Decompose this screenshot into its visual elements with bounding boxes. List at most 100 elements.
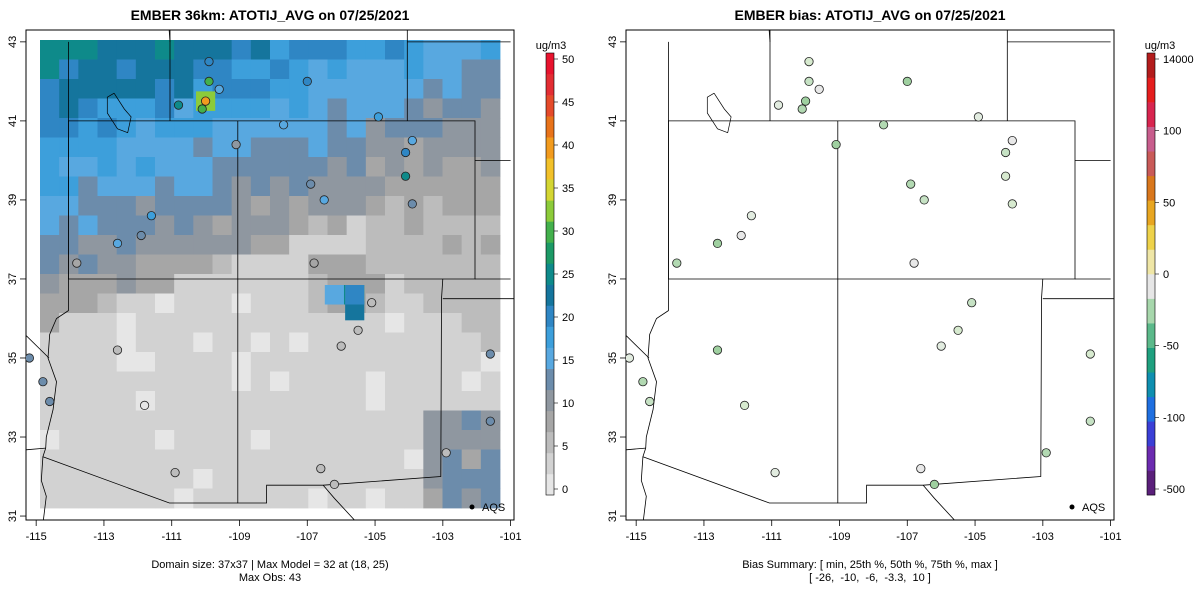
state-borders [26,30,514,520]
grid-cell [346,332,367,353]
grid-cell [155,137,175,158]
grid-cell [461,196,482,216]
grid-cell [116,313,137,333]
grid-cell [174,293,194,314]
grid-cell [270,235,290,255]
grid-cell [270,40,290,60]
grid-cell [212,488,233,509]
grid-cell [231,59,252,80]
grid-cell [78,469,98,489]
grid-cell [59,332,79,353]
colorbar-segment [1147,224,1155,250]
grid-cell [40,430,60,450]
grid-cell [193,410,213,431]
grid-cell [250,430,271,450]
state-border-line [922,484,955,520]
grid-cell [59,235,79,255]
grid-cell [461,488,482,509]
grid-cell [116,59,137,80]
state-borders [626,30,1114,520]
aqs-station-marker [279,120,289,130]
grid-cell [423,157,443,177]
grid-cell [78,137,98,158]
grid-cell [270,391,290,411]
colorbar-tick-label: 100 [1163,126,1181,138]
colorbar-segment [546,431,554,454]
grid-cell [461,293,482,314]
grid-cell [174,176,194,197]
state-border-line [837,120,1076,280]
grid-cell [250,352,271,372]
grid-cell [270,176,290,197]
grid-cell [97,352,118,372]
grid-cell [97,449,118,470]
grid-cell [59,293,79,314]
grid-cell [442,352,463,372]
grid-cell [250,59,271,80]
grid-cell [461,391,482,411]
grid-cell [59,196,79,216]
grid-cell [346,137,367,158]
grid-cell [193,40,213,60]
aqs-station-marker [231,140,241,150]
grid-cell [442,196,463,216]
grid-cell [40,274,60,294]
grid-cell [270,59,290,80]
grid-cell [155,40,175,60]
grid-cell [193,293,213,314]
grid-cell [212,274,233,294]
grid-cell [289,430,309,450]
grid-cell [423,313,443,333]
state-border-line [640,456,647,520]
grid-cell [480,157,501,177]
grid-cell [346,371,367,392]
bias-station-marker [736,230,746,241]
grid-cell [212,352,233,372]
y-tick-label: 39 [7,194,19,206]
grid-cell [116,352,137,372]
grid-cell [97,118,118,138]
bias-station-marker [770,467,780,478]
grid-cell [327,137,348,158]
grid-cell [308,137,328,158]
grid-cell [97,235,118,255]
colorbar-segment [1147,274,1155,299]
grid-cell [480,430,501,450]
grid-cell [155,274,175,294]
grid-cell [174,488,194,509]
grid-cell [250,98,271,119]
grid-cell [365,469,386,489]
grid-cell [78,449,98,470]
colorbar-segment [546,200,554,222]
grid-cell [135,254,156,275]
grid-cell [155,371,175,392]
grid-cell [212,391,233,411]
grid-cell [327,254,348,275]
grid-cell [193,332,213,353]
grid-cell [346,235,367,255]
bias-station-marker [973,112,983,122]
grid-cell [308,410,328,431]
grid-cell [40,254,60,275]
colorbar-segment [1147,200,1155,226]
grid-cell [270,449,290,470]
grid-cell [404,157,424,177]
grid-cell-hotspot [324,285,344,305]
grid-cell [385,215,405,236]
grid-cell [327,488,348,509]
x-axis: -115 -113 -111 -109 -107 -105 -103 -101 [626,520,1122,543]
grid-cell [308,332,328,353]
grid-cell [174,137,194,158]
grid-cell [59,254,79,275]
x-tick-label: -109 [228,531,250,543]
grid-cell [155,98,175,119]
bias-station-marker [929,479,939,489]
grid-cell [78,430,98,450]
grid-cell [116,332,137,353]
grid-cell [270,254,290,275]
colorbar-segment [1147,102,1155,127]
grid-cell [480,196,501,216]
grid-cell [174,391,194,411]
colorbar-segment [1147,77,1155,103]
grid-cell [442,79,463,99]
